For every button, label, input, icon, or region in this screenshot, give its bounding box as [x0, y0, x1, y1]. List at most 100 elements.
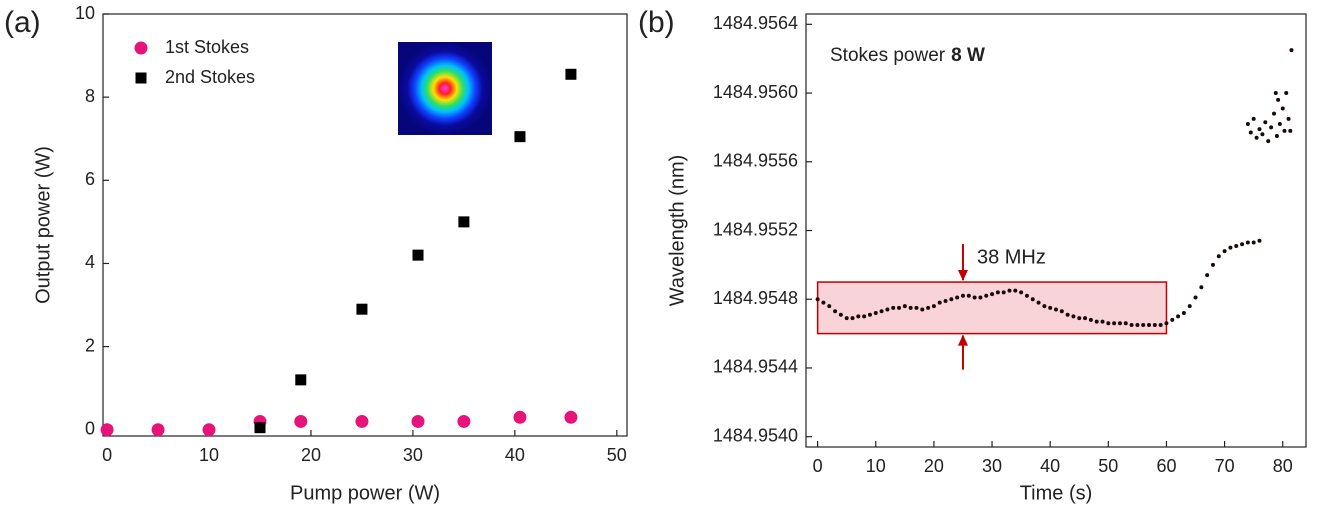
- dot-marker: [1234, 243, 1239, 248]
- dot-marker: [984, 293, 989, 298]
- dot-marker: [1289, 48, 1294, 53]
- dot-marker: [1199, 285, 1204, 290]
- dot-marker: [920, 307, 925, 312]
- dot-marker: [1228, 245, 1233, 250]
- dot-marker: [891, 305, 896, 310]
- dot-marker: [1048, 305, 1053, 310]
- dot-marker: [1277, 121, 1282, 126]
- dot-marker: [955, 295, 960, 300]
- dot-marker: [1100, 319, 1105, 324]
- dot-marker: [1266, 139, 1271, 144]
- square-marker: [565, 68, 577, 80]
- y-tick-label: 4: [85, 252, 95, 272]
- dot-marker: [1141, 323, 1146, 328]
- x-tick-label: 40: [1040, 456, 1060, 476]
- circle-marker: [564, 410, 578, 424]
- circle-marker: [457, 414, 471, 428]
- y-tick-label: 2: [85, 335, 95, 355]
- dot-marker: [1181, 310, 1186, 315]
- y-tick-label: 1484.9548: [713, 288, 798, 308]
- dot-marker: [1106, 321, 1111, 326]
- x-tick-label: 20: [301, 445, 321, 465]
- dot-marker: [1272, 111, 1277, 116]
- dot-marker: [1257, 127, 1262, 132]
- dot-marker: [1042, 304, 1047, 309]
- dot-marker: [1024, 293, 1029, 298]
- x-axis-label: Pump power (W): [290, 482, 440, 504]
- dot-marker: [1288, 128, 1293, 133]
- legend-marker: [135, 72, 147, 84]
- square-marker: [514, 131, 526, 143]
- dot-marker: [1222, 249, 1227, 254]
- legend-label: 1st Stokes: [165, 37, 249, 57]
- dot-marker: [815, 297, 820, 302]
- dot-marker: [844, 316, 849, 321]
- square-marker: [254, 422, 266, 434]
- dot-marker: [1007, 288, 1012, 293]
- dot-marker: [1164, 321, 1169, 326]
- dot-marker: [926, 305, 931, 310]
- y-axis-label: Output power (W): [32, 146, 54, 304]
- circle-marker: [355, 414, 369, 428]
- dot-marker: [873, 310, 878, 315]
- y-tick-label: 10: [75, 3, 95, 23]
- annotation-text: Stokes power: [830, 45, 946, 66]
- dot-marker: [856, 314, 861, 319]
- dot-marker: [1030, 297, 1035, 302]
- dot-marker: [931, 304, 936, 309]
- dot-marker: [1135, 323, 1140, 328]
- dot-marker: [850, 316, 855, 321]
- arrow-head: [957, 334, 968, 346]
- dot-marker: [1013, 288, 1018, 293]
- y-tick-label: 1484.9556: [713, 151, 798, 171]
- dot-marker: [1112, 321, 1117, 326]
- dot-marker: [1276, 97, 1281, 102]
- dot-marker: [1240, 242, 1245, 247]
- x-tick-label: 50: [1098, 456, 1118, 476]
- circle-marker: [151, 423, 165, 437]
- dot-marker: [1193, 295, 1198, 300]
- x-tick-label: 20: [924, 456, 944, 476]
- dot-marker: [1274, 133, 1279, 138]
- x-tick-label: 0: [813, 456, 823, 476]
- x-tick-label: 10: [199, 445, 219, 465]
- dot-marker: [1001, 290, 1006, 295]
- dot-marker: [1065, 312, 1070, 317]
- dot-marker: [1147, 323, 1152, 328]
- dot-marker: [1123, 321, 1128, 326]
- y-tick-label: 1484.9564: [713, 13, 798, 33]
- y-tick-label: 1484.9560: [713, 82, 798, 102]
- dot-marker: [1083, 316, 1088, 321]
- y-tick-label: 1484.9544: [713, 357, 798, 377]
- dot-marker: [1280, 106, 1285, 111]
- dot-marker: [1094, 319, 1099, 324]
- beam-inset: [398, 42, 492, 135]
- dot-marker: [1187, 304, 1192, 309]
- dot-marker: [867, 312, 872, 317]
- dot-marker: [1260, 132, 1265, 137]
- dot-marker: [885, 307, 890, 312]
- plot-frame: [102, 13, 628, 437]
- dot-marker: [1117, 321, 1122, 326]
- circle-marker: [294, 414, 308, 428]
- y-tick-label: 1484.9540: [713, 425, 798, 445]
- dot-marker: [1059, 309, 1064, 314]
- bandwidth-box: [816, 281, 1168, 335]
- dot-marker: [1282, 128, 1287, 133]
- dot-marker: [1019, 290, 1024, 295]
- dot-marker: [838, 312, 843, 317]
- dot-marker: [978, 295, 983, 300]
- panel-label: (b): [638, 6, 675, 39]
- dot-marker: [1129, 323, 1134, 328]
- dot-marker: [862, 314, 867, 319]
- dot-marker: [960, 293, 965, 298]
- dot-marker: [1248, 130, 1253, 135]
- x-tick-label: 60: [1156, 456, 1176, 476]
- dot-marker: [1088, 317, 1093, 322]
- dot-marker: [937, 300, 942, 305]
- dot-marker: [1210, 262, 1215, 267]
- plot-frame: [805, 13, 1307, 448]
- square-marker: [295, 374, 307, 386]
- dot-marker: [1170, 317, 1175, 322]
